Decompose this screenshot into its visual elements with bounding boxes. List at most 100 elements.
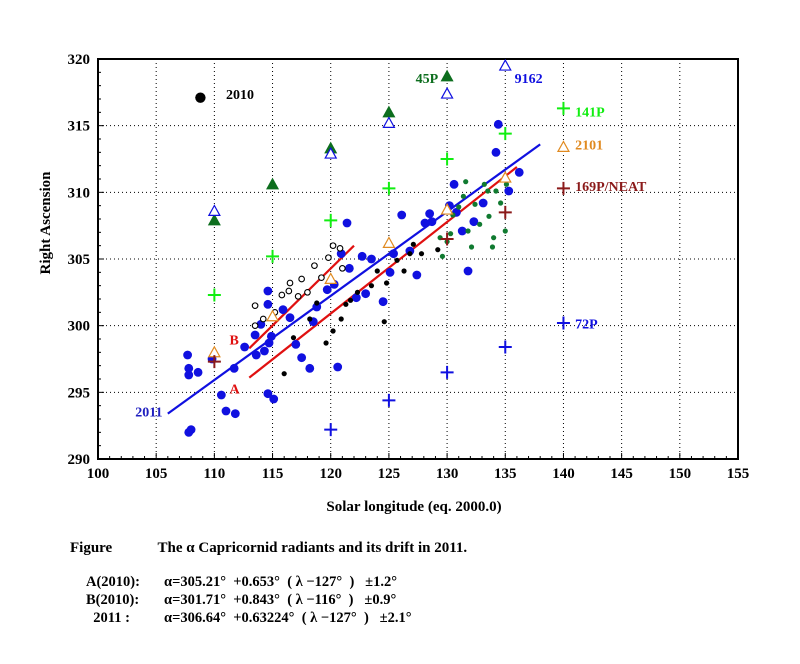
comet-3-point — [266, 309, 280, 322]
comet-2-point — [207, 288, 221, 302]
series-0-point — [491, 147, 501, 157]
comet-0-point — [266, 177, 280, 190]
figure-caption: Figure The α Capricornid radiants and it… — [70, 540, 467, 557]
y-tick-label: 305 — [68, 252, 91, 268]
series-1-point — [330, 328, 336, 334]
y-tick-label: 320 — [68, 52, 91, 68]
x-tick-label: 130 — [436, 466, 459, 482]
series-3-point — [491, 235, 497, 241]
x-tick-label: 155 — [727, 466, 750, 482]
series-0-point — [478, 198, 488, 208]
series-3-point — [439, 253, 446, 259]
comet-2-point — [498, 127, 512, 141]
point-label: B — [229, 333, 238, 348]
equation-b-name: B(2010): — [86, 592, 140, 608]
series-1-point — [407, 251, 413, 257]
series-0-point — [216, 390, 226, 400]
series-0-point — [361, 289, 371, 299]
comet-5-point — [498, 340, 512, 354]
series-0-point — [230, 409, 240, 419]
series-0-point — [251, 350, 261, 360]
series-3-point — [486, 213, 492, 219]
comet-1-point — [324, 146, 338, 159]
series-0-point — [493, 119, 503, 129]
x-tick-label: 105 — [145, 466, 168, 482]
fit-line-2 — [248, 244, 355, 350]
point-label: 2011 — [135, 405, 162, 420]
series-0-point — [221, 406, 231, 416]
series-0-point — [463, 266, 473, 276]
series-0-point — [297, 353, 307, 363]
series-2-point — [294, 292, 302, 300]
series-2-point — [336, 244, 344, 252]
x-tick-label: 140 — [552, 466, 575, 482]
comet-label: 2101 — [575, 139, 603, 154]
series-3-point — [493, 188, 499, 194]
series-0-point — [312, 302, 322, 312]
comet-label: 141P — [575, 105, 605, 120]
series-2-point — [318, 274, 325, 282]
comet-2-point — [324, 213, 338, 227]
series-2-point — [298, 275, 305, 283]
series-3-point — [463, 179, 469, 185]
series-1-point — [290, 335, 297, 341]
series-3-point — [460, 193, 466, 199]
series-0-point — [457, 226, 467, 236]
equation-b: B(2010): α=301.71° +0.843° ( λ −116° ) ±0… — [86, 592, 396, 609]
series-1-point — [314, 300, 320, 306]
y-tick-label: 310 — [68, 185, 91, 201]
series-0-point — [397, 210, 407, 220]
series-0-point — [285, 313, 295, 323]
series-1-point — [368, 283, 375, 289]
caption-label: Figure — [70, 540, 113, 556]
series-0-point — [357, 251, 367, 261]
series-2-point — [251, 302, 259, 310]
series-0-point — [389, 249, 398, 259]
series-3-point — [447, 231, 454, 237]
series-1-point — [343, 301, 349, 307]
series-3-point — [481, 181, 487, 187]
x-tick-label: 135 — [494, 466, 517, 482]
x-tick-label: 115 — [262, 466, 284, 482]
x-tick-label: 125 — [378, 466, 401, 482]
series-0-point — [266, 331, 276, 341]
equation-2011-name: 2011 : — [86, 610, 130, 626]
series-0-point — [469, 217, 479, 227]
comet-4-point — [440, 232, 454, 246]
series-1-point — [354, 289, 361, 295]
series-1-point — [338, 316, 344, 322]
comet-1-point — [498, 58, 512, 71]
series-3-point — [485, 188, 491, 194]
series-0-point — [351, 293, 361, 303]
series-3-point — [503, 181, 510, 187]
series-1-point — [410, 241, 416, 247]
series-0-point — [385, 267, 395, 277]
y-tick-label: 295 — [68, 385, 91, 401]
series-0-point — [184, 370, 194, 380]
comet-4-point — [556, 181, 570, 195]
series-3-point — [489, 244, 496, 250]
series-2-point — [251, 322, 259, 330]
comet-2-point — [440, 152, 454, 166]
series-0-point — [240, 342, 250, 352]
series-1-point — [307, 316, 313, 322]
series-0-point — [333, 362, 343, 372]
series-2-point — [311, 262, 318, 270]
comet-label: 169P/NEAT — [575, 180, 647, 195]
equation-a: A(2010): α=305.21° +0.653° ( λ −127° ) ±1… — [86, 574, 397, 591]
series-1-point — [383, 280, 390, 286]
equation-a-formula: α=305.21° +0.653° ( λ −127° ) ±1.2° — [164, 574, 398, 590]
comet-3-point — [382, 236, 396, 248]
comet-3-point — [556, 140, 570, 152]
comet-3-point — [440, 202, 454, 215]
series-0-point — [367, 254, 376, 264]
series-1-point — [401, 268, 407, 274]
series-1-point — [435, 247, 441, 253]
equation-2011: 2011 : α=306.64° +0.63224° ( λ −127° ) ±2… — [86, 610, 412, 627]
equation-2011-formula: α=306.64° +0.63224° ( λ −127° ) ±2.1° — [164, 610, 412, 626]
series-0-point — [186, 425, 196, 435]
series-0-point — [322, 285, 332, 295]
series-3-point — [468, 244, 475, 250]
series-0-point — [263, 286, 273, 296]
comet-label: 72P — [575, 317, 598, 332]
